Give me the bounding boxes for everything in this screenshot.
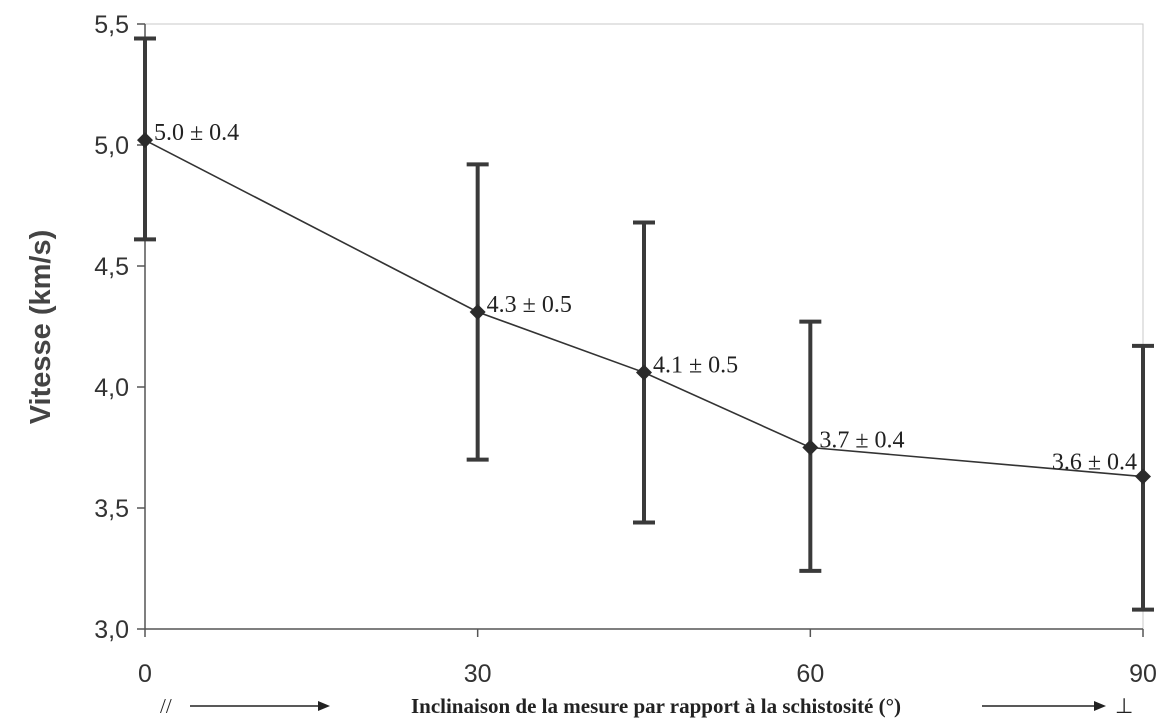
data-point <box>137 132 153 149</box>
data-point <box>636 364 652 381</box>
data-markers <box>137 132 1151 485</box>
left-arrow-head <box>318 701 330 711</box>
y-tick-label: 3,5 <box>94 495 129 523</box>
y-axis-title: Vitesse (km/s) <box>25 230 57 425</box>
y-tick-label: 5,5 <box>94 11 129 39</box>
x-tick-label: 90 <box>1129 660 1157 688</box>
y-axis-ticks: 3,0 3,5 4,0 4,5 5,0 5,5 <box>94 11 145 644</box>
x-axis-ticks: 0 30 60 90 <box>138 629 1157 688</box>
x-tick-label: 60 <box>796 660 824 688</box>
y-tick-label: 4,5 <box>94 253 129 281</box>
data-point <box>1135 468 1151 485</box>
error-bars <box>134 36 1154 612</box>
x-tick-label: 30 <box>464 660 492 688</box>
data-label: 3.7 ± 0.4 <box>819 428 904 454</box>
data-point <box>802 439 819 456</box>
right-arrow-head <box>1094 701 1106 711</box>
data-label: 4.1 ± 0.5 <box>653 352 738 378</box>
y-tick-label: 5,0 <box>94 132 129 160</box>
x-tick-label: 0 <box>138 660 152 688</box>
data-labels: 5.0 ± 0.4 4.3 ± 0.5 4.1 ± 0.5 3.7 ± 0.4 3.6 … <box>154 120 1137 475</box>
data-point <box>469 303 486 320</box>
y-tick-label: 4,0 <box>94 374 129 402</box>
y-tick-label: 3,0 <box>94 616 129 644</box>
data-label: 5.0 ± 0.4 <box>154 120 239 146</box>
parallel-marker: // <box>160 694 172 718</box>
perpendicular-marker: ⊥ <box>1115 694 1133 718</box>
data-label: 3.6 ± 0.4 <box>1052 450 1137 476</box>
data-label: 4.3 ± 0.5 <box>487 292 572 318</box>
x-axis-title: Inclinaison de la mesure par rapport à l… <box>411 694 901 718</box>
